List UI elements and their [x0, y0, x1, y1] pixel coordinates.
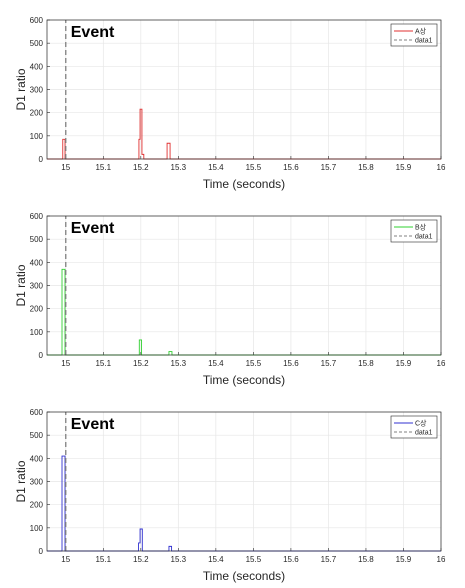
x-tick-label: 15.4 — [208, 359, 224, 368]
x-tick-label: 15 — [61, 359, 70, 368]
chart-0: 15 15.1 15.2 15.3 15.4 15.5 15.6 15.7 15.8 15.9 16… — [14, 16, 446, 191]
event-annotation: Event — [71, 220, 115, 237]
x-tick-label: 15.2 — [133, 359, 149, 368]
axes-box — [46, 215, 442, 356]
legend-entry-label: data1 — [415, 430, 433, 437]
event-annotation: Event — [71, 416, 115, 433]
x-tick-label: 15.5 — [246, 163, 262, 172]
x-tick-label: 15.6 — [283, 163, 299, 172]
legend-box — [390, 219, 438, 243]
y-axis-label: D1 ratio — [14, 460, 28, 502]
y-tick-label: 0 — [39, 351, 44, 360]
x-tick-label: 15.8 — [358, 555, 374, 564]
y-tick-label: 600 — [30, 408, 44, 417]
x-axis-label: Time (seconds) — [203, 373, 285, 387]
legend: C상 data1 — [390, 415, 438, 439]
legend-box — [390, 23, 438, 47]
y-tick-label: 400 — [30, 454, 44, 463]
x-tick-label: 15.6 — [283, 359, 299, 368]
x-axis-label: Time (seconds) — [203, 177, 285, 191]
x-tick-label: 15.9 — [396, 163, 412, 172]
x-tick-label: 15.1 — [95, 555, 111, 564]
x-tick-label: 15.7 — [321, 555, 337, 564]
y-tick-label: 200 — [30, 501, 44, 510]
y-tick-label: 200 — [30, 109, 44, 118]
x-tick-label: 15 — [61, 163, 70, 172]
x-tick-label: 15.7 — [321, 359, 337, 368]
series-line-phase — [47, 108, 441, 160]
x-tick-label: 15.3 — [171, 163, 187, 172]
y-tick-label: 300 — [30, 282, 44, 291]
y-axis-label: D1 ratio — [14, 68, 28, 110]
y-tick-label: 500 — [30, 39, 44, 48]
x-tick-label: 15.3 — [171, 359, 187, 368]
event-annotation: Event — [71, 24, 115, 41]
x-tick-label: 15.6 — [283, 555, 299, 564]
y-tick-label: 600 — [30, 16, 44, 25]
x-tick-label: 15.4 — [208, 555, 224, 564]
y-tick-label: 500 — [30, 431, 44, 440]
x-axis-label: Time (seconds) — [203, 569, 285, 583]
y-tick-label: 300 — [30, 86, 44, 95]
x-tick-label: 15.5 — [246, 359, 262, 368]
legend-entry-label: data1 — [415, 38, 433, 45]
axes-box — [46, 19, 442, 160]
x-tick-label: 15.9 — [396, 359, 412, 368]
chart-2: 15 15.1 15.2 15.3 15.4 15.5 15.6 15.7 15.8 15.9 16… — [14, 408, 446, 583]
y-tick-label: 600 — [30, 212, 44, 221]
x-tick-label: 15.4 — [208, 163, 224, 172]
y-tick-label: 100 — [30, 132, 44, 141]
x-tick-label: 15.2 — [133, 163, 149, 172]
x-tick-label: 15.8 — [358, 163, 374, 172]
x-tick-label: 15.9 — [396, 555, 412, 564]
x-tick-label: 15.2 — [133, 555, 149, 564]
series-line-phase — [47, 455, 441, 552]
x-tick-label: 16 — [437, 163, 446, 172]
x-tick-label: 15.1 — [95, 163, 111, 172]
y-tick-label: 400 — [30, 258, 44, 267]
y-tick-label: 100 — [30, 524, 44, 533]
y-tick-label: 200 — [30, 305, 44, 314]
x-tick-label: 15 — [61, 555, 70, 564]
x-tick-label: 15.8 — [358, 359, 374, 368]
y-tick-label: 300 — [30, 478, 44, 487]
x-tick-label: 16 — [437, 359, 446, 368]
y-tick-label: 400 — [30, 62, 44, 71]
legend-entry-label: A상 — [415, 27, 427, 36]
y-tick-label: 500 — [30, 235, 44, 244]
y-axis-label: D1 ratio — [14, 264, 28, 306]
y-tick-label: 0 — [39, 547, 44, 556]
x-tick-label: 15.7 — [321, 163, 337, 172]
axes-box — [46, 411, 442, 552]
x-tick-label: 15.3 — [171, 555, 187, 564]
legend-entry-label: C상 — [415, 419, 427, 428]
legend-entry-label: B상 — [415, 223, 427, 232]
series-line-phase — [47, 268, 441, 356]
y-tick-label: 0 — [39, 155, 44, 164]
legend: B상 data1 — [390, 219, 438, 243]
x-tick-label: 16 — [437, 555, 446, 564]
legend-entry-label: data1 — [415, 234, 433, 241]
chart-1: 15 15.1 15.2 15.3 15.4 15.5 15.6 15.7 15.8 15.9 16… — [14, 212, 446, 387]
legend-box — [390, 415, 438, 439]
x-tick-label: 15.5 — [246, 555, 262, 564]
legend: A상 data1 — [390, 23, 438, 47]
x-tick-label: 15.1 — [95, 359, 111, 368]
y-tick-label: 100 — [30, 328, 44, 337]
